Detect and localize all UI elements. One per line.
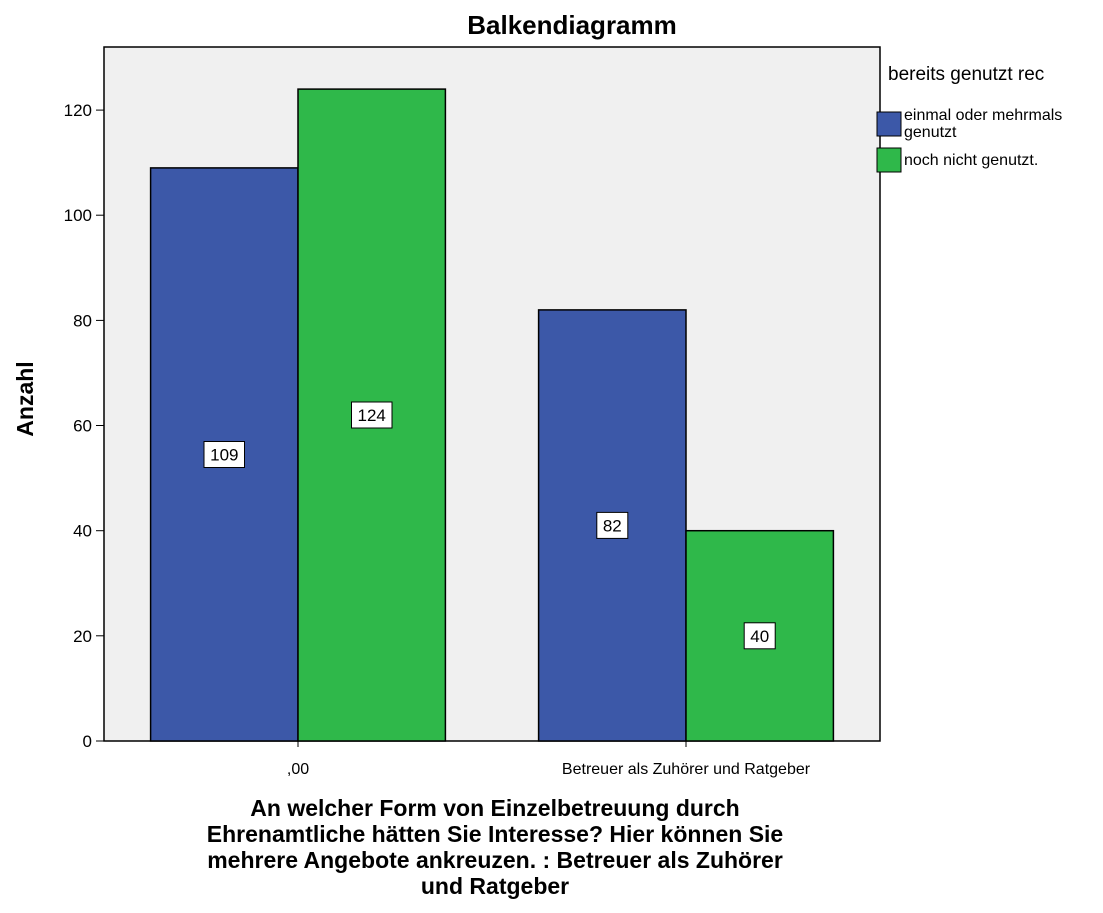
data-label: 82 [603, 516, 622, 535]
legend-label-line: noch nicht genutzt. [904, 152, 1038, 169]
legend-title: bereits genutzt rec [888, 64, 1044, 85]
y-axis-title: Anzahl [12, 361, 38, 436]
data-label-box [351, 401, 393, 429]
x-tick-label: Betreuer als Zuhörer und Ratgeber [562, 761, 811, 778]
y-tick-label: 60 [73, 417, 92, 436]
x-tick-label: ,00 [287, 761, 309, 778]
data-label: 109 [210, 446, 238, 465]
data-label: 40 [750, 627, 769, 646]
legend: bereits genutzt rec einmal oder mehrmals… [876, 64, 1062, 173]
x-axis-title-line: und Ratgeber [421, 873, 569, 899]
data-label-box [743, 622, 776, 650]
x-axis-title: An welcher Form von Einzelbetreuung durc… [207, 795, 783, 899]
data-label: 124 [358, 406, 386, 425]
x-axis-title-line: mehrere Angebote ankreuzen. : Betreuer a… [207, 847, 783, 873]
x-axis-title-line: An welcher Form von Einzelbetreuung durc… [250, 795, 739, 821]
legend-swatch-noch-nicht-genutzt [876, 147, 902, 173]
y-tick-label: 100 [64, 206, 92, 225]
chart-title: Balkendiagramm [467, 10, 677, 40]
y-tick-label: 40 [73, 522, 92, 541]
legend-swatch-einmal-oder-mehrmals-genutzt [876, 111, 902, 137]
data-label-box [203, 441, 245, 468]
legend-label-line: einmal oder mehrmals [904, 107, 1062, 124]
x-axis-title-line: Ehrenamtliche hätten Sie Interesse? Hier… [207, 821, 783, 847]
y-tick-label: 80 [73, 311, 92, 330]
y-tick-label: 0 [83, 732, 92, 751]
y-tick-label: 120 [64, 101, 92, 120]
data-label-box [596, 511, 629, 539]
axes-layer: ,00 Betreuer als Zuhörer und Ratgeber 0 20 4… [64, 101, 811, 778]
data-labels-layer: 109 124 82 40 [203, 401, 776, 650]
y-tick-label: 20 [73, 627, 92, 646]
legend-label-line: genutzt [904, 124, 957, 141]
